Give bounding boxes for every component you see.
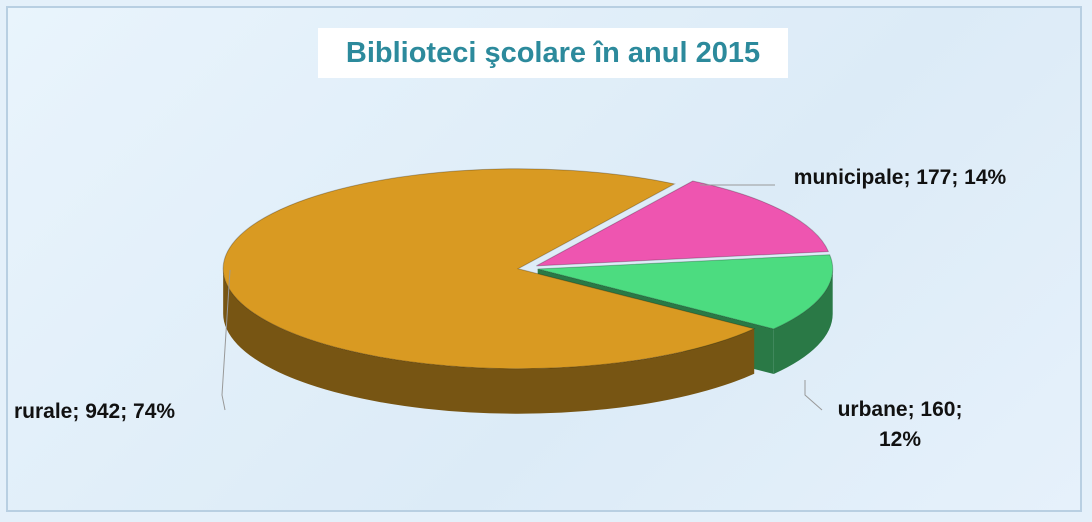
leader-line (221, 269, 231, 411)
slice (537, 254, 834, 330)
slice (222, 168, 756, 370)
chart-title: Biblioteci şcolare în anul 2015 (318, 28, 788, 78)
slice-side (773, 268, 833, 374)
slice (536, 180, 830, 267)
leader-line (804, 380, 823, 411)
slice-side (223, 268, 755, 414)
data-label: rurale; 942; 74% (14, 400, 176, 423)
data-label: urbane; 160; 12% (837, 398, 963, 451)
chart-frame (6, 6, 1082, 512)
data-label: municipale; 177; 14% (793, 166, 1007, 189)
